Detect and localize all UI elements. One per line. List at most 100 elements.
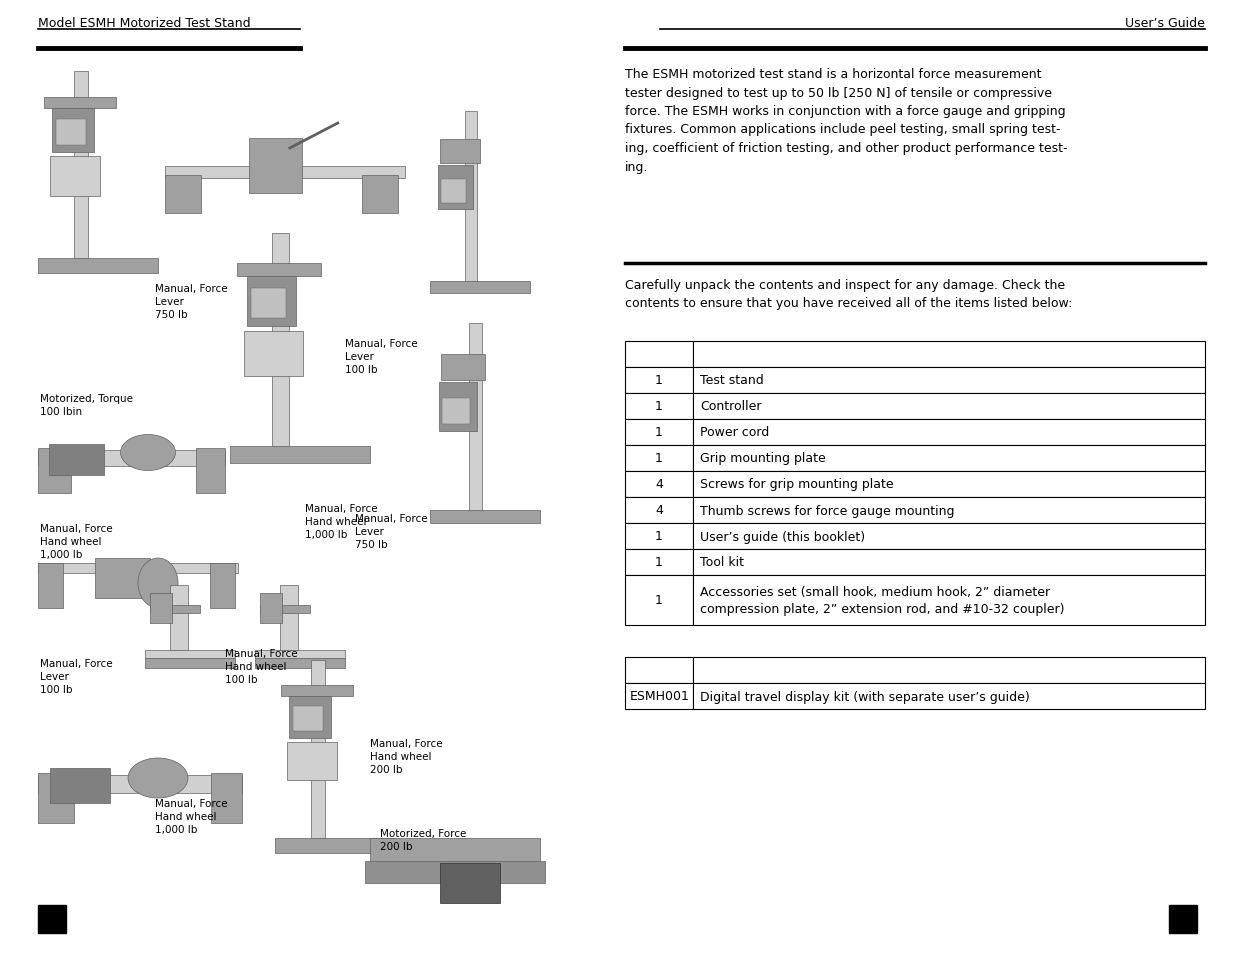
Bar [38, 775, 242, 793]
Bar [144, 659, 235, 668]
Bar [230, 446, 370, 463]
Bar [625, 419, 693, 446]
Bar [74, 71, 89, 258]
Text: Manual, Force
Hand wheel
1,000 lb: Manual, Force Hand wheel 1,000 lb [40, 523, 112, 559]
Text: User’s Guide: User’s Guide [1125, 17, 1205, 30]
Bar [441, 355, 485, 380]
Bar [625, 658, 693, 683]
Text: Manual, Force
Hand wheel
1,000 lb: Manual, Force Hand wheel 1,000 lb [156, 799, 227, 834]
Bar [693, 658, 1205, 683]
Bar [440, 863, 500, 903]
Bar [196, 449, 225, 494]
Bar [311, 660, 325, 839]
Bar [693, 683, 1205, 709]
Bar [430, 510, 540, 523]
Bar [625, 394, 693, 419]
Bar [44, 98, 116, 109]
Text: Motorized, Torque
100 lbin: Motorized, Torque 100 lbin [40, 394, 133, 416]
Bar [95, 558, 149, 598]
Bar [38, 258, 158, 274]
Bar [693, 472, 1205, 497]
Text: Tool kit: Tool kit [700, 556, 743, 569]
Text: Carefully unpack the contents and inspect for any damage. Check the
contents to : Carefully unpack the contents and inspec… [625, 278, 1072, 310]
Bar [49, 157, 100, 196]
Text: Accessories set (small hook, medium hook, 2” diameter
compression plate, 2” exte: Accessories set (small hook, medium hook… [700, 585, 1065, 616]
Text: Screws for grip mounting plate: Screws for grip mounting plate [700, 478, 894, 491]
Bar [254, 650, 345, 659]
Text: Manual, Force
Lever
750 lb: Manual, Force Lever 750 lb [156, 284, 227, 319]
Bar [251, 289, 287, 318]
Bar [1170, 905, 1197, 933]
Bar [693, 341, 1205, 368]
Bar [272, 233, 289, 446]
Text: Motorized, Force
200 lb: Motorized, Force 200 lb [380, 828, 467, 851]
Bar [693, 576, 1205, 625]
Text: Manual, Force
Lever
750 lb: Manual, Force Lever 750 lb [354, 514, 427, 549]
Text: 1: 1 [655, 530, 663, 543]
Bar [38, 905, 65, 933]
Text: Test stand: Test stand [700, 375, 763, 387]
Text: Manual, Force
Lever
100 lb: Manual, Force Lever 100 lb [40, 659, 112, 694]
Text: The ESMH motorized test stand is a horizontal force measurement
tester designed : The ESMH motorized test stand is a horiz… [625, 68, 1067, 173]
Bar [247, 276, 296, 326]
Bar [149, 594, 172, 623]
Bar [466, 112, 477, 282]
Bar [625, 683, 693, 709]
Bar [170, 585, 188, 650]
Bar [693, 394, 1205, 419]
Text: Manual, Force
Lever
100 lb: Manual, Force Lever 100 lb [345, 338, 417, 375]
Bar [56, 120, 86, 146]
Bar [625, 368, 693, 394]
Bar [693, 497, 1205, 523]
Bar [430, 282, 530, 294]
Text: Digital travel display kit (with separate user’s guide): Digital travel display kit (with separat… [700, 690, 1030, 702]
Bar [693, 523, 1205, 550]
Bar [370, 838, 540, 863]
Text: 1: 1 [655, 452, 663, 465]
Bar [366, 862, 545, 883]
Text: Manual, Force
Hand wheel
200 lb: Manual, Force Hand wheel 200 lb [370, 739, 442, 774]
Text: Controller: Controller [700, 400, 762, 413]
Bar [289, 696, 331, 738]
Bar [625, 341, 693, 368]
Bar [38, 563, 238, 574]
Bar [165, 167, 405, 179]
Bar [49, 444, 104, 476]
Text: Thumb screws for force gauge mounting: Thumb screws for force gauge mounting [700, 504, 955, 517]
Bar [211, 773, 242, 823]
Ellipse shape [121, 435, 175, 471]
Bar [280, 585, 298, 650]
Ellipse shape [128, 759, 188, 799]
Bar [38, 449, 70, 494]
Text: 4: 4 [655, 478, 663, 491]
Bar [38, 563, 63, 608]
Bar [144, 650, 235, 659]
Bar [249, 139, 301, 193]
Text: Power cord: Power cord [700, 426, 769, 439]
Bar [282, 685, 353, 696]
Text: ESMH001: ESMH001 [630, 690, 690, 702]
Bar [468, 323, 482, 510]
Bar [625, 550, 693, 576]
Bar [693, 446, 1205, 472]
Text: 1: 1 [655, 594, 663, 607]
Bar [625, 472, 693, 497]
Bar [254, 659, 345, 668]
Text: 1: 1 [655, 556, 663, 569]
Bar [441, 180, 466, 204]
Bar [165, 175, 201, 213]
Bar [49, 768, 110, 803]
Text: 1: 1 [655, 375, 663, 387]
Bar [261, 605, 310, 614]
Bar [625, 497, 693, 523]
Text: 4: 4 [655, 504, 663, 517]
Bar [625, 446, 693, 472]
Bar [293, 706, 324, 732]
Bar [442, 398, 469, 424]
Bar [693, 368, 1205, 394]
Text: Manual, Force
Hand wheel
1,000 lb: Manual, Force Hand wheel 1,000 lb [305, 503, 378, 539]
Bar [440, 140, 480, 164]
Text: Manual, Force
Hand wheel
100 lb: Manual, Force Hand wheel 100 lb [225, 648, 298, 684]
Text: User’s guide (this booklet): User’s guide (this booklet) [700, 530, 866, 543]
Bar [245, 331, 303, 376]
